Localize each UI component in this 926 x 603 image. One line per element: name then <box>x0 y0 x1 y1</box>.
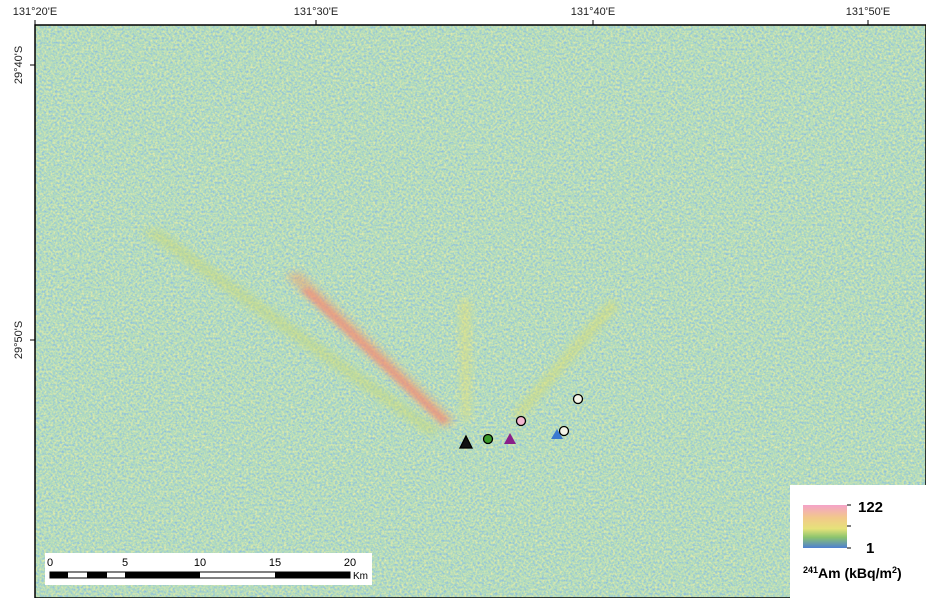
scale-tick: 10 <box>194 557 206 569</box>
scale-tick: 15 <box>269 557 281 569</box>
longitude-label: 131°30'E <box>294 6 338 18</box>
scale-unit: Km <box>353 571 368 582</box>
longitude-label: 131°50'E <box>846 6 890 18</box>
scale-tick: 5 <box>122 557 128 569</box>
scale-tick: 20 <box>344 557 356 569</box>
scale-tick: 0 <box>47 557 53 569</box>
scale-bar: 0 5 10 15 20 Km <box>45 553 372 585</box>
longitude-label: 131°40'E <box>571 6 615 18</box>
legend-max: 122 <box>858 499 883 516</box>
legend-close: ) <box>897 565 902 581</box>
latitude-label: 29°50'S <box>13 321 25 359</box>
isotope-mass: 241 <box>803 565 818 575</box>
latitude-label: 29°40'S <box>13 46 25 84</box>
legend: 122 1 241Am (kBq/m2) <box>790 485 926 598</box>
legend-unit: Am (kBq/m <box>818 565 892 581</box>
legend-min: 1 <box>866 540 874 557</box>
longitude-label: 131°20'E <box>13 6 57 18</box>
legend-title: 241Am (kBq/m2) <box>803 565 902 581</box>
map-view: 131°20'E 131°30'E 131°40'E 131°50'E 29°4… <box>0 0 926 598</box>
